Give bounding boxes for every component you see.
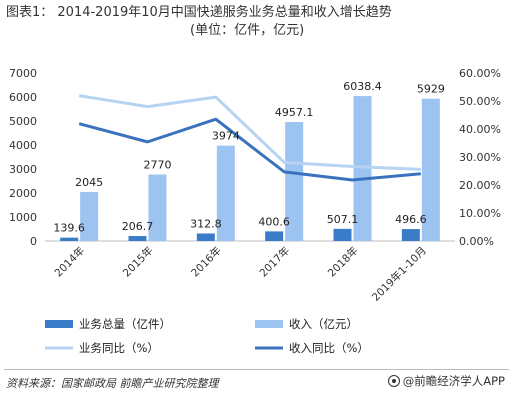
y-right-tick-label: 0.00% <box>459 235 494 248</box>
y-right-tick-label: 30.00% <box>459 151 501 164</box>
y-right-tick-label: 50.00% <box>459 95 501 108</box>
footer-source: 资料来源：国家邮政局 前瞻产业研究院整理 <box>6 377 219 390</box>
y-left-tick-label: 7000 <box>9 67 37 80</box>
chart-title-line2: (单位：亿件，亿元) <box>190 23 305 38</box>
bar-value-label: 4957.1 <box>275 106 314 119</box>
brand-logo-icon <box>387 375 400 387</box>
bar <box>60 237 79 241</box>
x-tick-label: 2019年1-10月 <box>369 244 429 304</box>
brand-text: @前瞻经济学人APP <box>402 374 505 388</box>
y-left-tick-label: 6000 <box>9 91 37 104</box>
legend-swatch <box>255 320 283 328</box>
chart-title: 图表1： 2014-2019年10月中国快递服务业务总量和收入增长趋势 (单位：… <box>6 4 506 40</box>
series-line <box>78 117 421 182</box>
bar-value-label: 206.7 <box>122 220 154 233</box>
x-tick-label: 2017年 <box>257 244 293 280</box>
bar <box>333 228 352 241</box>
footer-divider <box>4 369 509 370</box>
y-left-tick-label: 0 <box>30 235 37 248</box>
legend-swatch <box>45 320 73 328</box>
y-left-tick-label: 1000 <box>9 211 37 224</box>
y-right-tick-label: 10.00% <box>459 207 501 220</box>
y-left-tick-label: 4000 <box>9 139 37 152</box>
legend-label: 业务总量（亿件） <box>79 317 171 331</box>
legend-label: 收入（亿元） <box>289 317 358 331</box>
footer-brand: @前瞻经济学人APP <box>387 373 505 389</box>
bar <box>353 96 372 241</box>
bar <box>421 98 440 241</box>
bar <box>196 233 215 241</box>
y-left-tick-label: 5000 <box>9 115 37 128</box>
legend-label: 收入同比（%） <box>289 341 369 355</box>
bar <box>148 174 167 241</box>
bar-value-label: 139.6 <box>53 222 85 235</box>
y-right-tick-label: 20.00% <box>459 179 501 192</box>
y-right-tick-label: 40.00% <box>459 123 501 136</box>
x-tick-label: 2014年 <box>52 244 88 280</box>
x-tick-label: 2018年 <box>325 244 361 280</box>
y-left-tick-label: 2000 <box>9 187 37 200</box>
bar-value-label: 400.6 <box>258 215 290 228</box>
bar <box>128 236 147 241</box>
bar <box>80 191 99 241</box>
bar <box>216 145 235 241</box>
bar-value-label: 496.6 <box>395 213 427 226</box>
bar-value-label: 507.1 <box>327 213 359 226</box>
bar <box>265 231 284 241</box>
bar-value-label: 5929 <box>417 83 445 96</box>
bar-value-label: 312.8 <box>190 217 222 230</box>
bar <box>401 229 420 241</box>
y-left-tick-label: 3000 <box>9 163 37 176</box>
bar-value-label: 2045 <box>75 176 103 189</box>
legend-label: 业务同比（%） <box>79 341 159 355</box>
bar-value-label: 6038.4 <box>343 80 382 93</box>
y-right-tick-label: 60.00% <box>459 67 501 80</box>
x-tick-label: 2016年 <box>188 244 224 280</box>
x-tick-label: 2015年 <box>120 244 156 280</box>
bar <box>285 122 304 241</box>
series-line <box>78 94 421 171</box>
chart-title-line1: 图表1： 2014-2019年10月中国快递服务业务总量和收入增长趋势 <box>6 5 392 20</box>
bar-value-label: 3974 <box>212 130 240 143</box>
bar-value-label: 2770 <box>144 159 172 172</box>
